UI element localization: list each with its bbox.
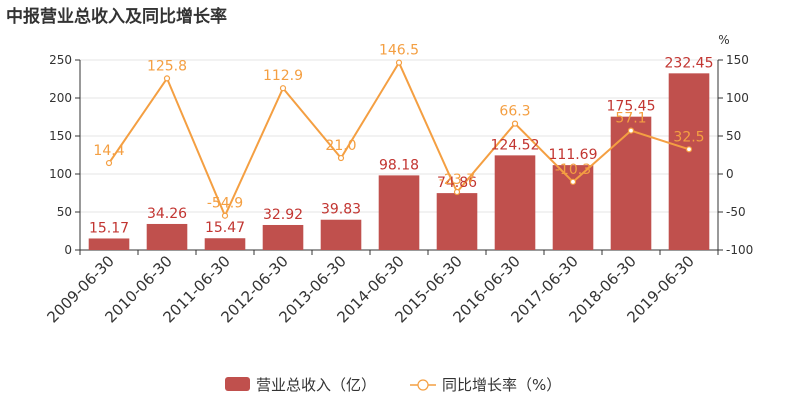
bar <box>668 73 710 250</box>
bar-data-label: 32.92 <box>263 207 303 223</box>
bar-data-label: 39.83 <box>321 202 361 218</box>
line-point <box>395 59 403 66</box>
bar <box>552 165 594 250</box>
y-left-tick-label: 0 <box>64 243 72 257</box>
legend-bar-label: 营业总收入（亿） <box>256 376 376 394</box>
line-data-label: 112.9 <box>263 68 303 84</box>
line-point <box>685 146 693 153</box>
line-data-label: -54.9 <box>207 196 243 212</box>
chart-title: 中报营业总收入及同比增长率 <box>6 7 227 27</box>
line-point <box>453 188 461 196</box>
line-data-label: 14.4 <box>93 143 124 159</box>
line-point <box>105 159 113 167</box>
line-point <box>569 178 577 185</box>
line-data-label: 146.5 <box>379 43 419 59</box>
bar-data-label: 15.17 <box>89 220 129 236</box>
line-point <box>221 212 229 219</box>
bar-data-label: 98.18 <box>379 157 419 173</box>
line-data-label: -23.7 <box>439 172 475 188</box>
bar-data-label: 74.86 <box>437 175 477 191</box>
y-right-tick-label: 150 <box>726 53 749 67</box>
line-point <box>337 154 345 162</box>
bar-data-label: 111.69 <box>549 147 598 163</box>
line-point <box>163 75 171 82</box>
line-point <box>511 120 519 127</box>
y-right-unit: % <box>718 33 729 47</box>
y-right-tick-label: 50 <box>726 129 741 143</box>
bar <box>494 155 536 250</box>
line-data-label: 21.0 <box>325 138 356 154</box>
line-point <box>279 85 287 92</box>
bar-data-label: 15.47 <box>205 220 245 236</box>
bar <box>146 223 188 250</box>
bar <box>378 175 420 250</box>
line-data-label: 66.3 <box>499 104 530 120</box>
line-data-label: 125.8 <box>147 58 187 74</box>
y-left-tick-label: 100 <box>49 167 72 181</box>
bar-data-label: 124.52 <box>491 137 540 153</box>
y-left-tick-label: 200 <box>49 91 72 105</box>
bar <box>610 116 652 251</box>
y-left-tick-label: 50 <box>57 205 72 219</box>
bar <box>436 193 478 250</box>
y-right-tick-label: -50 <box>726 205 746 219</box>
bar <box>204 238 246 250</box>
line-point <box>627 127 635 134</box>
y-right-tick-label: 0 <box>726 167 734 181</box>
bar-data-label: 232.45 <box>665 55 714 71</box>
legend-line-marker <box>417 379 429 391</box>
y-right-tick-label: 100 <box>726 91 749 105</box>
bar <box>88 238 130 250</box>
bar <box>320 219 362 250</box>
legend-bar-swatch <box>225 377 250 391</box>
y-right-tick-label: -100 <box>726 243 753 257</box>
bar-data-label: 34.26 <box>147 206 187 222</box>
y-left-tick-label: 150 <box>49 129 72 143</box>
bar-data-label: 175.45 <box>607 99 656 115</box>
line-data-label: -10.3 <box>555 162 591 178</box>
line-data-label: 32.5 <box>673 129 704 145</box>
legend-line-label: 同比增长率（%） <box>442 376 561 394</box>
bar <box>262 224 304 250</box>
y-left-tick-label: 250 <box>49 53 72 67</box>
line-data-label: 57.1 <box>615 111 646 127</box>
